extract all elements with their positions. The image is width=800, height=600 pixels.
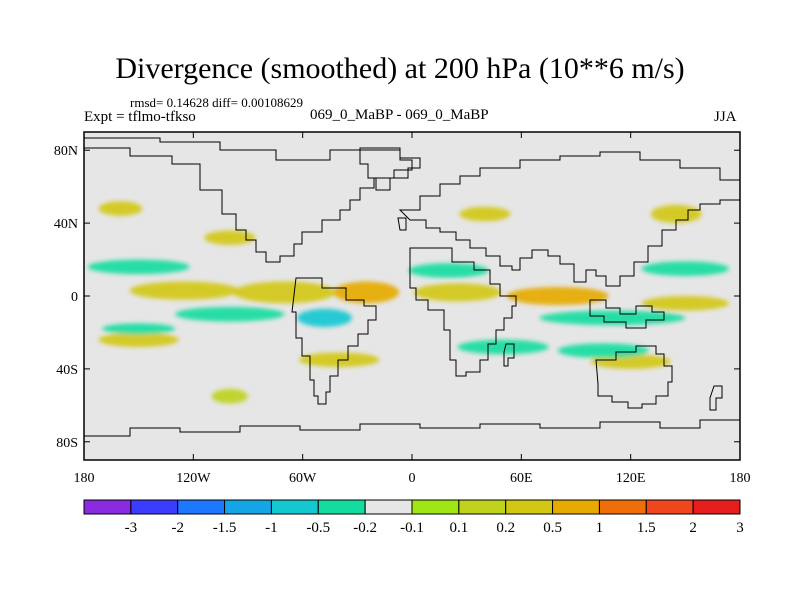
field-northern-negative-1: [135, 234, 179, 249]
colorbar-swatch: [130, 499, 179, 515]
lon-tick-label: 120W: [176, 471, 211, 486]
field-northern-positive-3: [459, 206, 511, 222]
colorbar: [83, 499, 741, 515]
colorbar-swatch: [83, 499, 132, 515]
axis-ticks: [83, 132, 741, 460]
colorbar-label: 0.5: [543, 520, 562, 536]
colorbar-swatch: [177, 499, 226, 515]
lat-tick-label: 80N: [54, 144, 78, 159]
field-tropical-positive-core-1: [333, 281, 400, 304]
coastline-antarctica: [84, 419, 740, 460]
field-southern-negative-band-1: [102, 323, 176, 335]
field-tropical-negative-band-2: [175, 306, 285, 322]
lon-tick-label: 120E: [616, 471, 646, 486]
colorbar-swatch: [692, 499, 741, 515]
field-tropical-positive-band-3: [413, 283, 502, 302]
colorbar-label: 0.2: [496, 520, 515, 536]
field-southern-positive-band-1: [98, 332, 179, 348]
coastline-australia: [595, 345, 673, 409]
colorbar-swatch: [224, 499, 272, 515]
field-tropical-negative-band-1: [87, 259, 190, 275]
coastline-north-america: [84, 137, 413, 263]
coastline-eurasia: [398, 151, 740, 287]
coastline-greenland: [359, 147, 421, 191]
field-southern-positive-band-3: [590, 354, 671, 369]
field-northern-negative-2: [557, 172, 595, 187]
lat-tick-label: 80S: [56, 436, 78, 451]
lon-tick-label: 0: [409, 471, 416, 486]
colorbar-label: -2: [171, 520, 184, 536]
lon-tick-label: 180: [730, 471, 751, 486]
colorbar-label: 3: [736, 520, 744, 536]
field-southern-positive-4: [211, 388, 248, 404]
field-tropical-positive-band-4: [641, 296, 730, 311]
colorbar-swatch: [598, 499, 647, 515]
colorbar-label: 0.1: [449, 520, 468, 536]
colorbar-label: -1: [265, 520, 278, 536]
coastline-south-america: [291, 277, 377, 405]
lat-tick-label: 40S: [56, 363, 78, 378]
coastline-uk: [397, 217, 407, 231]
lon-tick-label: 60E: [510, 471, 533, 486]
season-label: JJA: [714, 109, 737, 125]
colorbar-label: 1.5: [637, 520, 656, 536]
axis-labels: 80N 40N 0 40S 80S 180 120W 60W 0 60E 120E 180: [54, 144, 751, 486]
field-tropical-positive-core-2: [506, 286, 609, 306]
colorbar-label: -3: [125, 520, 138, 536]
colorbar-label: 2: [689, 520, 697, 536]
field-northern-positive-4: [650, 204, 702, 224]
coastline-new-zealand: [709, 385, 723, 411]
colorbar-labels: -3 -2 -1.5 -1 -0.5 -0.2 -0.1 0.1 0.2 0.5 1 1.5 2 3: [125, 520, 744, 536]
field-northern-positive-2: [204, 230, 256, 245]
colorbar-label: 1: [596, 520, 604, 536]
field-tropical-negative-band-3: [408, 263, 489, 278]
colorbar-swatch: [364, 499, 413, 515]
field-tropical-negative-band-4: [539, 310, 686, 326]
stats-line: rmsd= 0.14628 diff= 0.00108629: [130, 95, 303, 110]
field-tropical-positive-band-1: [129, 281, 239, 300]
lon-tick-label: 180: [74, 471, 95, 486]
lat-tick-label: 40N: [54, 217, 78, 232]
colorbar-swatch: [505, 499, 554, 515]
colorbar-swatch: [458, 499, 507, 515]
coastline-africa: [409, 247, 517, 377]
colorbar-swatch: [552, 499, 600, 515]
experiment-line: Expt = tflmo-tfkso: [84, 109, 196, 125]
colorbar-label: -1.5: [213, 520, 237, 536]
coastline-madagascar: [503, 343, 515, 367]
coastlines: [84, 137, 740, 460]
colorbar-swatch: [645, 499, 694, 515]
lat-tick-label: 0: [71, 290, 78, 305]
colorbar-label: -0.1: [400, 520, 424, 536]
colorbar-swatch: [270, 499, 319, 515]
colorbar-swatch: [411, 499, 460, 515]
field-tropical-negative-core: [297, 308, 352, 327]
runs-line: 069_0_MaBP - 069_0_MaBP: [310, 107, 489, 123]
lon-tick-label: 60W: [289, 471, 317, 486]
colorbar-swatch: [317, 499, 366, 515]
field-tropical-positive-band-2: [233, 281, 336, 304]
coastline-indonesia: [589, 299, 665, 329]
field-tropical-negative-band-5: [641, 261, 730, 276]
field-northern-positive-1: [98, 201, 143, 216]
plot-title: Divergence (smoothed) at 200 hPa (10**6 …: [115, 52, 685, 85]
colorbar-label: -0.5: [306, 520, 330, 536]
field-southern-negative-band-3: [557, 343, 649, 358]
field-southern-negative-band-2: [457, 339, 549, 355]
colorbar-label: -0.2: [353, 520, 377, 536]
